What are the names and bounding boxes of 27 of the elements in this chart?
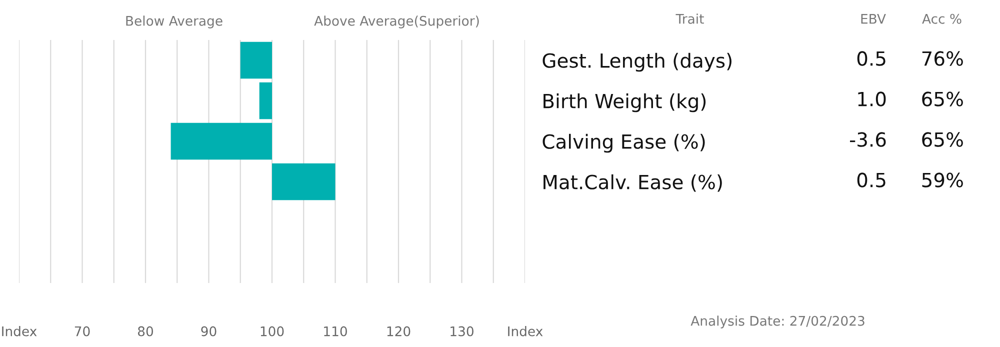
x-tick-label: 100 <box>260 326 284 336</box>
text: 65% <box>922 92 963 106</box>
y-tick-label: Gest. Length (days) <box>542 52 732 72</box>
x-tick-label: Index <box>508 326 543 336</box>
text: 65% <box>922 132 963 147</box>
x-tick-label: 130 <box>450 326 474 336</box>
text: Trait <box>676 14 704 24</box>
x-tick-label: Index <box>2 326 37 336</box>
x-tick-label: 90 <box>201 326 216 336</box>
y-tick-label: Birth Weight (kg) <box>544 93 706 112</box>
text: 0.5 <box>857 172 886 188</box>
text: 1.0 <box>858 92 886 106</box>
text: Below Average <box>126 16 222 28</box>
text: 76% <box>922 51 963 66</box>
text: Acc % <box>922 14 962 24</box>
x-tick-label: 120 <box>387 326 410 336</box>
text: -3.6 <box>850 132 886 147</box>
text: EBV <box>861 14 886 24</box>
y-tick-label: Calving Ease (%) <box>542 134 705 153</box>
text: Analysis Date: 27/02/2023 <box>690 316 864 328</box>
y-tick-label: Mat.Calv. Ease (%) <box>544 174 722 192</box>
x-tick-label: 70 <box>74 326 90 336</box>
text: 59% <box>922 172 963 188</box>
text: 0.5 <box>857 51 886 66</box>
text: Above Average(Superior) <box>314 16 479 28</box>
x-tick-label: 110 <box>324 326 347 336</box>
x-tick-label: 80 <box>138 326 154 336</box>
